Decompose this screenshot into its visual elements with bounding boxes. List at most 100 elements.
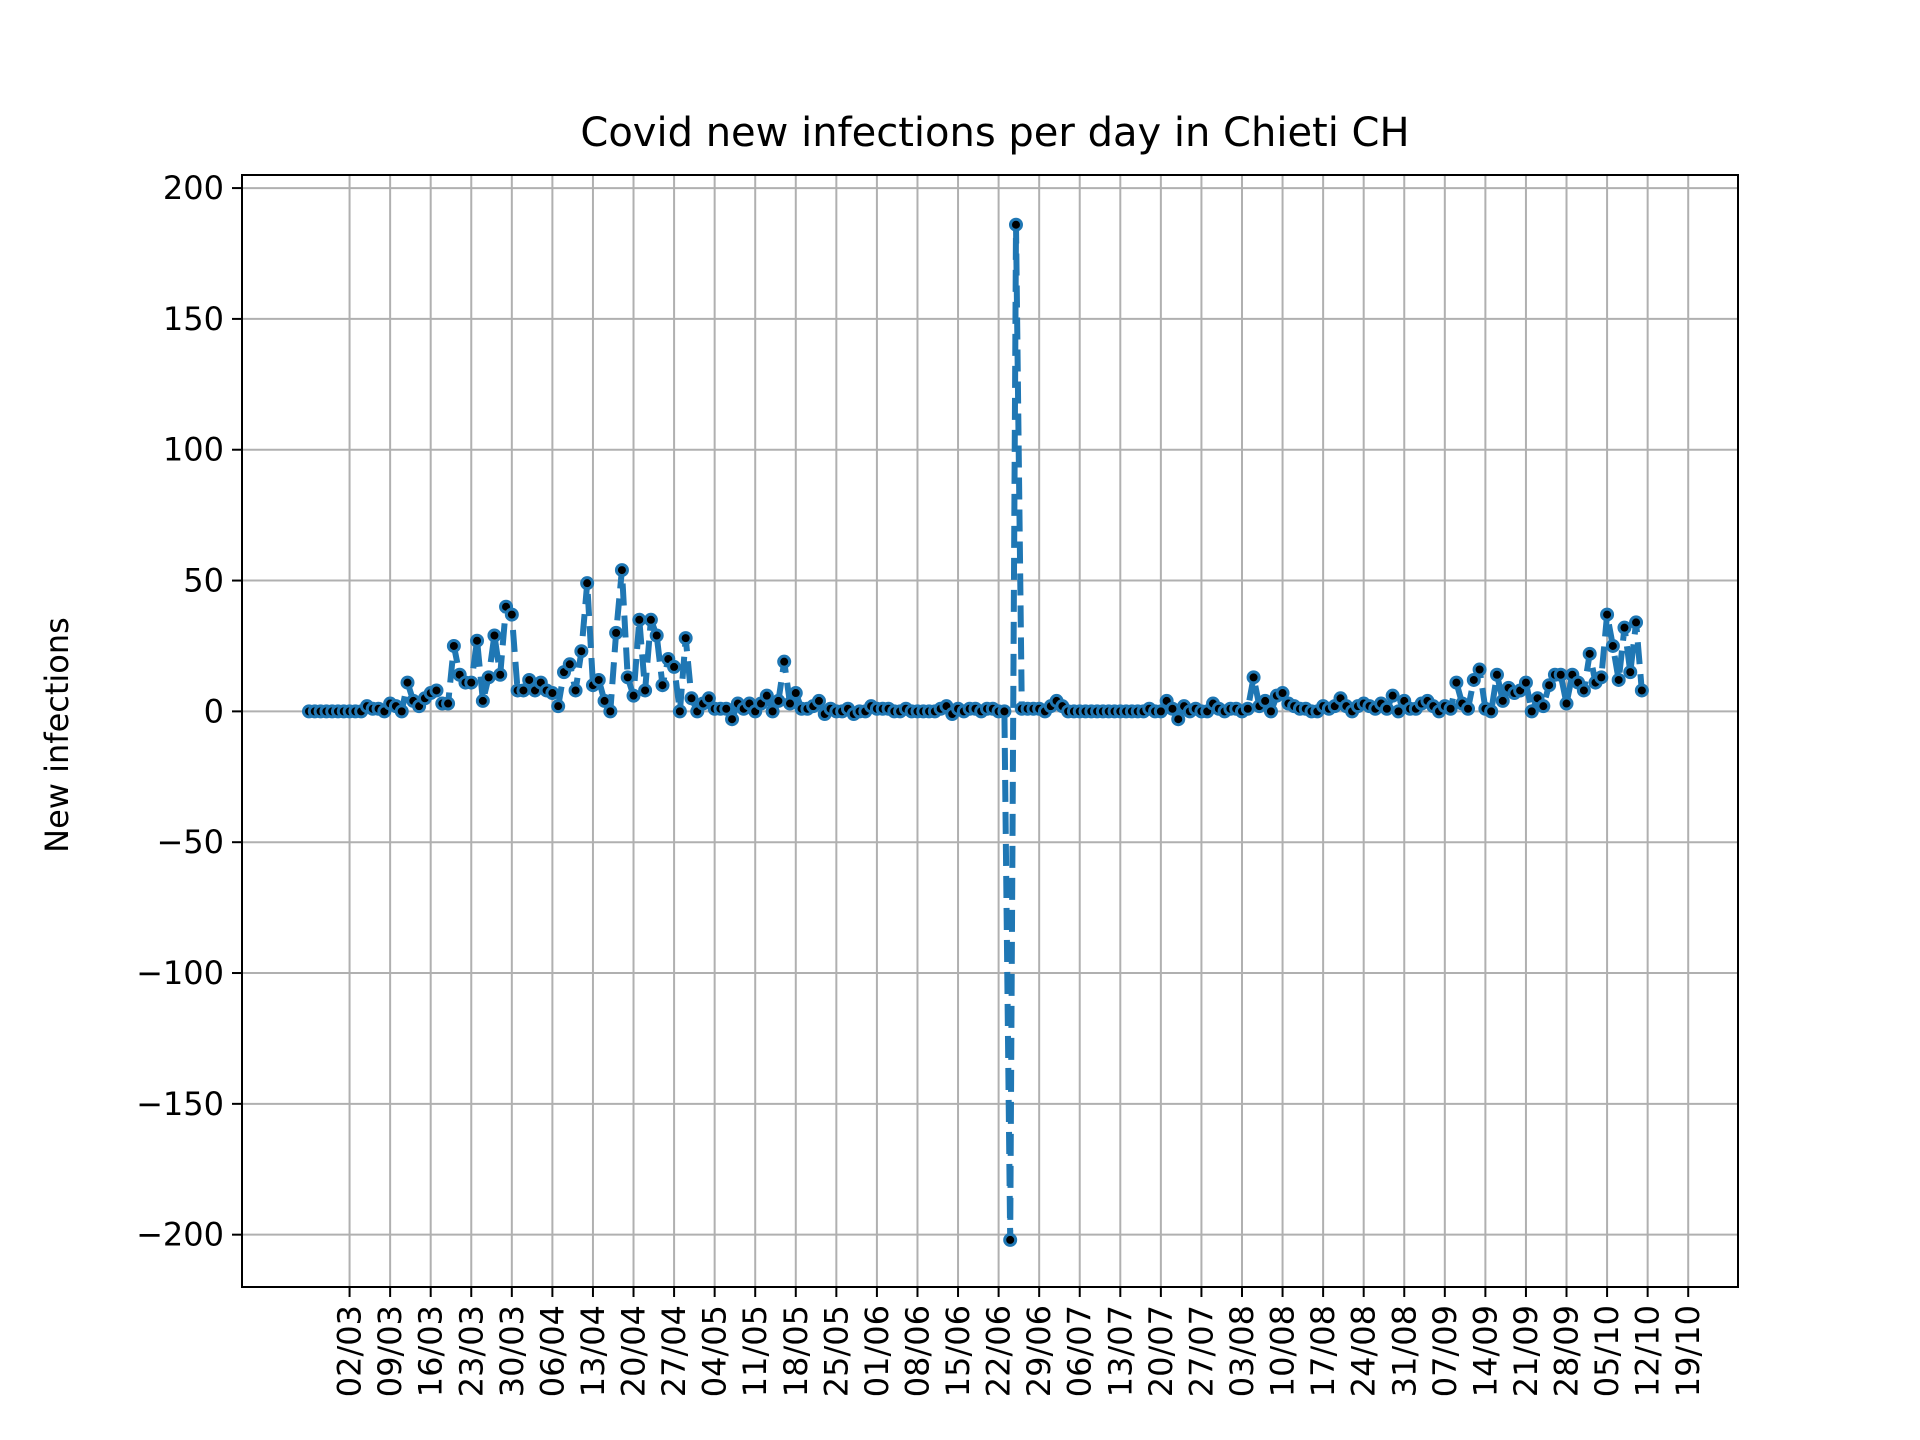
data-point xyxy=(1536,699,1551,714)
data-point xyxy=(725,712,740,727)
data-point xyxy=(765,704,780,719)
data-point xyxy=(429,683,444,698)
series-layer xyxy=(302,217,1649,1247)
data-point xyxy=(1484,704,1499,719)
x-tick-label: 12/10 xyxy=(1629,1305,1667,1397)
x-tick-label: 27/07 xyxy=(1182,1305,1220,1397)
data-point xyxy=(603,704,618,719)
data-point xyxy=(782,696,797,711)
data-point xyxy=(684,691,699,706)
data-point xyxy=(672,704,687,719)
x-tick-label: 08/06 xyxy=(898,1305,936,1397)
y-tick-label: 100 xyxy=(163,431,224,469)
data-point xyxy=(678,631,693,646)
x-tick-label: 20/07 xyxy=(1142,1305,1180,1397)
data-point xyxy=(1246,670,1261,685)
data-point xyxy=(771,693,786,708)
data-point xyxy=(1518,675,1533,690)
data-point xyxy=(562,657,577,672)
data-point xyxy=(1559,696,1574,711)
data-point xyxy=(487,628,502,643)
data-point xyxy=(614,563,629,578)
data-point xyxy=(470,633,485,648)
y-tick-label: 50 xyxy=(183,562,224,600)
data-point xyxy=(1576,683,1591,698)
data-point xyxy=(1003,1232,1018,1247)
x-tick-label: 22/06 xyxy=(980,1305,1018,1397)
data-point xyxy=(788,686,803,701)
data-point xyxy=(1449,675,1464,690)
data-point xyxy=(1542,678,1557,693)
x-tick-label: 28/09 xyxy=(1548,1305,1586,1397)
data-point xyxy=(400,675,415,690)
data-point xyxy=(1171,712,1186,727)
x-tick-label: 03/08 xyxy=(1223,1305,1261,1397)
data-point xyxy=(1553,667,1568,682)
data-point xyxy=(1611,672,1626,687)
data-point xyxy=(1443,701,1458,716)
y-tick-label: 150 xyxy=(163,300,224,338)
y-tick-label: −100 xyxy=(136,954,224,992)
data-point xyxy=(1489,667,1504,682)
data-point xyxy=(811,693,826,708)
data-point xyxy=(1466,672,1481,687)
y-tick-label: −150 xyxy=(136,1085,224,1123)
x-tick-label: 13/04 xyxy=(574,1305,612,1397)
data-point xyxy=(1263,704,1278,719)
data-point xyxy=(1617,620,1632,635)
x-tick-label: 31/08 xyxy=(1385,1305,1423,1397)
chart-title: Covid new infections per day in Chieti C… xyxy=(580,110,1409,156)
data-point xyxy=(1258,693,1273,708)
x-tick-label: 30/03 xyxy=(493,1305,531,1397)
data-point xyxy=(574,644,589,659)
data-point xyxy=(1240,701,1255,716)
x-tick-label: 25/05 xyxy=(817,1305,855,1397)
x-tick-label: 07/09 xyxy=(1426,1305,1464,1397)
tick-layer: −200 −150 −100 −50 0 50 100 150 200 02/03 09/03 16/… xyxy=(136,169,1707,1397)
axes-frame xyxy=(241,174,1739,1288)
data-point xyxy=(481,670,496,685)
x-tick-label: 14/09 xyxy=(1466,1305,1504,1397)
x-tick-label: 16/03 xyxy=(412,1305,450,1397)
y-tick-label: −200 xyxy=(136,1216,224,1254)
data-point xyxy=(620,670,635,685)
data-point xyxy=(493,667,508,682)
data-point xyxy=(1623,665,1638,680)
data-point xyxy=(441,696,456,711)
y-tick-label: 200 xyxy=(163,169,224,207)
data-point xyxy=(1275,686,1290,701)
data-point xyxy=(701,691,716,706)
x-tick-label: 21/09 xyxy=(1507,1305,1545,1397)
data-point xyxy=(609,625,624,640)
data-point xyxy=(597,693,612,708)
data-point xyxy=(1385,688,1400,703)
data-point xyxy=(394,704,409,719)
data-point xyxy=(1379,701,1394,716)
data-point xyxy=(667,659,682,674)
data-point xyxy=(759,688,774,703)
y-tick-label: 0 xyxy=(204,692,224,730)
data-point xyxy=(1629,615,1644,630)
x-tick-label: 27/04 xyxy=(655,1305,693,1397)
data-point xyxy=(446,638,461,653)
x-tick-label: 05/10 xyxy=(1588,1305,1626,1397)
x-tick-label: 11/05 xyxy=(736,1305,774,1397)
data-point xyxy=(1008,217,1023,232)
y-tick-label: −50 xyxy=(156,823,224,861)
y-axis-label: New infections xyxy=(38,617,76,853)
data-point xyxy=(1472,662,1487,677)
data-point xyxy=(638,683,653,698)
x-tick-label: 02/03 xyxy=(331,1305,369,1397)
data-point xyxy=(1524,704,1539,719)
x-tick-label: 15/06 xyxy=(939,1305,977,1397)
data-point xyxy=(1600,607,1615,622)
data-point xyxy=(475,693,490,708)
x-tick-label: 20/04 xyxy=(615,1305,653,1397)
x-tick-label: 10/08 xyxy=(1264,1305,1302,1397)
data-point xyxy=(1495,693,1510,708)
data-point xyxy=(1582,646,1597,661)
data-point xyxy=(719,701,734,716)
data-point xyxy=(1461,701,1475,716)
